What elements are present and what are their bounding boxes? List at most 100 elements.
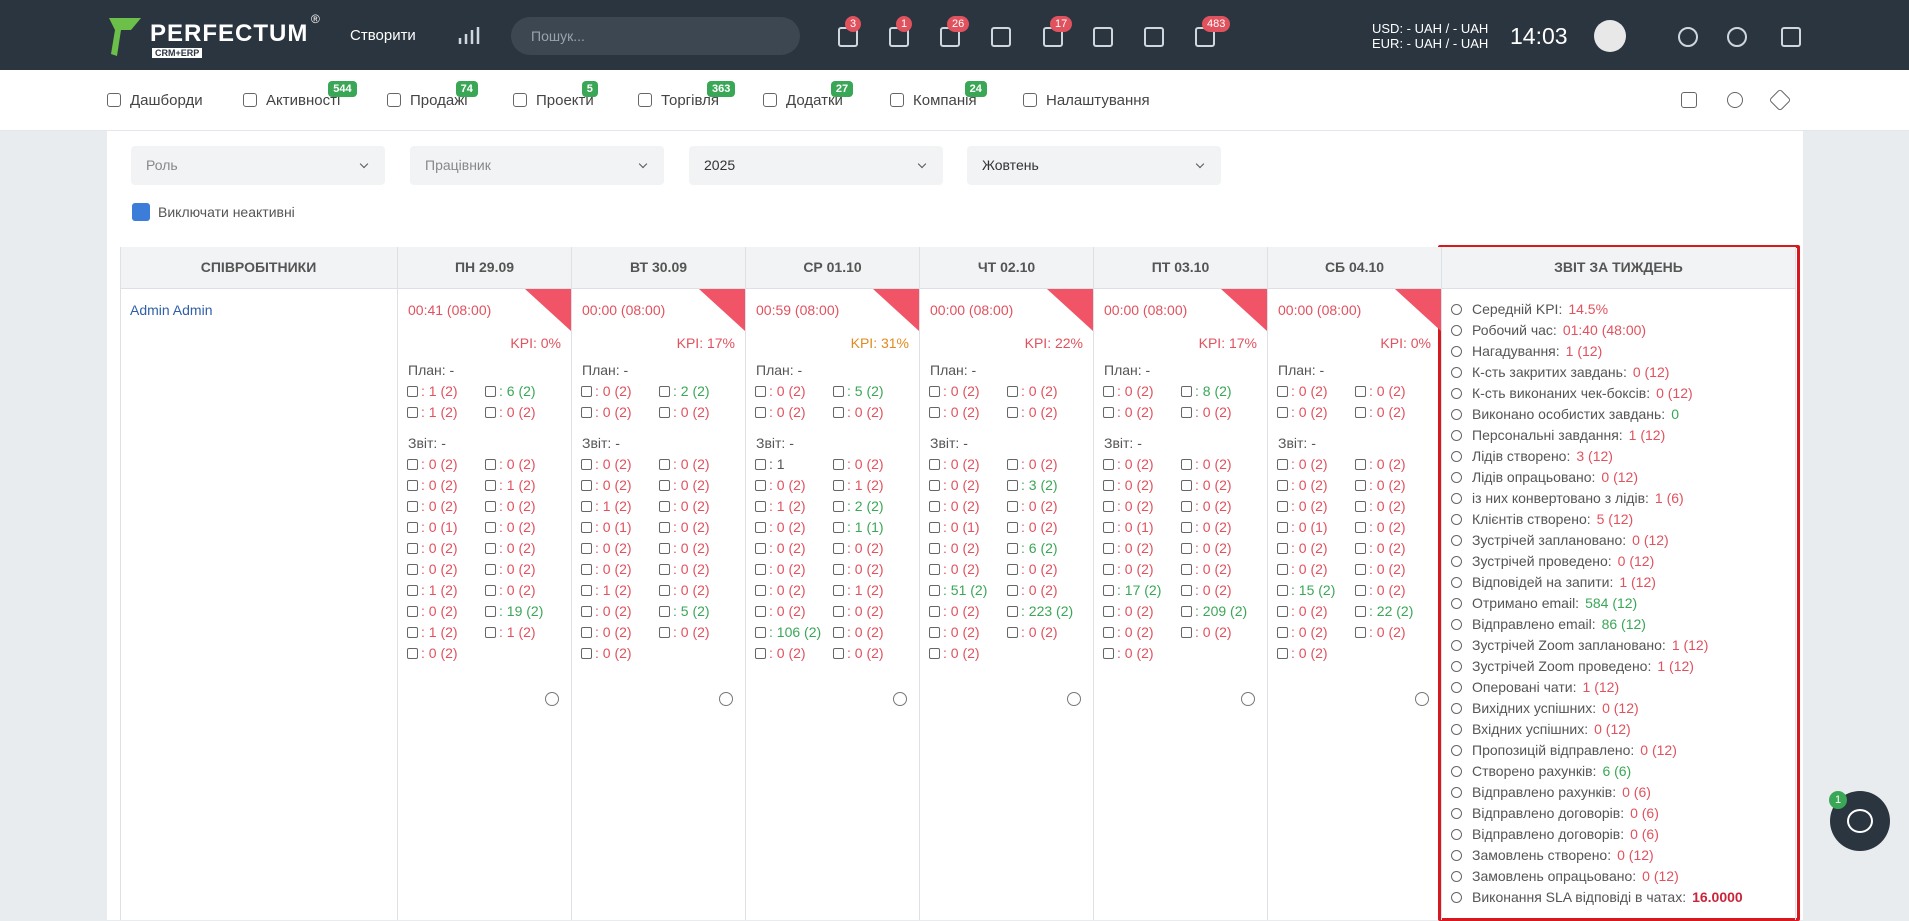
approve-icon[interactable] — [719, 692, 733, 706]
weekly-label: із них конвертовано з лідів: — [1472, 490, 1649, 506]
stat-item: : 0 (2) — [659, 540, 710, 556]
stat-item: : 0 (2) — [929, 624, 980, 640]
stat-item: : 0 (2) — [1181, 519, 1232, 535]
nav-item[interactable]: Додатки — [786, 92, 843, 109]
approve-icon[interactable] — [1241, 692, 1255, 706]
stat-item: : 15 (2) — [1277, 582, 1335, 598]
nav-item[interactable]: Торгівля — [661, 92, 719, 109]
stat-item: : 0 (2) — [1103, 477, 1154, 493]
weekly-label: Нагадування: — [1472, 343, 1560, 359]
nav-item[interactable]: Налаштування — [1046, 92, 1150, 109]
chat-icon — [1847, 809, 1873, 833]
weekly-value: 1 (12) — [1565, 343, 1603, 359]
nav-item[interactable]: Проекти — [536, 92, 594, 109]
filter-select[interactable]: Працівник — [410, 146, 664, 185]
stat-item: : 0 (2) — [1355, 624, 1406, 640]
nav-item[interactable]: Дашборди — [130, 92, 203, 109]
stat-item: : 0 (2) — [1103, 456, 1154, 472]
stat-item: : 0 (2) — [581, 456, 632, 472]
nav-item[interactable]: Продажі — [410, 92, 468, 109]
weekly-value: 5 (12) — [1596, 511, 1634, 527]
approve-icon[interactable] — [545, 692, 559, 706]
weekly-value: 0 (12) — [1594, 721, 1631, 737]
day-corner — [1047, 289, 1093, 331]
filter-select[interactable]: 2025 — [689, 146, 943, 185]
weekly-value: 0 (12) — [1642, 868, 1679, 884]
day-corner — [1221, 289, 1267, 331]
column-divider — [745, 247, 746, 920]
fire-icon[interactable] — [1727, 92, 1743, 108]
search-box[interactable]: Пошук... — [511, 17, 800, 55]
stat-item: : 0 (2) — [833, 624, 884, 640]
stat-item: : 5 (2) — [833, 383, 884, 399]
column-divider — [120, 247, 121, 920]
nav-item[interactable]: Компанія — [913, 92, 977, 109]
report-label: Звіт: - — [930, 435, 968, 451]
header-icon[interactable] — [1144, 27, 1164, 47]
nav-icon — [243, 93, 257, 107]
stat-item: : 0 (2) — [1355, 561, 1406, 577]
report-label: Звіт: - — [1278, 435, 1316, 451]
approve-icon[interactable] — [1415, 692, 1429, 706]
notification-badge: 17 — [1050, 16, 1073, 32]
weekly-value: 0 (6) — [1630, 805, 1659, 821]
create-menu[interactable]: Створити — [350, 27, 416, 44]
stat-item: : 0 (2) — [659, 519, 710, 535]
weekly-label: Виконано особистих завдань: — [1472, 406, 1666, 422]
chat-badge: 1 — [1829, 791, 1847, 809]
stat-item: : 1 (2) — [581, 498, 632, 514]
filter-select[interactable]: Жовтень — [967, 146, 1221, 185]
weekly-value: 0 (12) — [1602, 700, 1639, 716]
kpi: KPI: 17% — [1198, 335, 1257, 351]
power-icon[interactable] — [1678, 27, 1698, 47]
nav-badge: 24 — [964, 81, 987, 97]
stat-item: : 22 (2) — [1355, 603, 1413, 619]
stat-item: : 0 (2) — [1277, 561, 1328, 577]
checkbox[interactable] — [132, 203, 150, 221]
help-icon[interactable] — [1727, 27, 1747, 47]
plan-label: План: - — [582, 362, 629, 378]
stat-item: : 17 (2) — [1103, 582, 1161, 598]
day-header: ПТ 03.10 — [1094, 247, 1267, 289]
weekly-value: 0 (12) — [1601, 469, 1638, 485]
weekly-row: Оперовані чати: 1 (12) — [1451, 679, 1619, 695]
stat-item: : 0 (2) — [1277, 603, 1328, 619]
weekly-row: Робочий час: 01:40 (48:00) — [1451, 322, 1646, 338]
stat-item: : 2 (2) — [833, 498, 884, 514]
stats-icon[interactable] — [458, 26, 480, 46]
approve-icon[interactable] — [893, 692, 907, 706]
approve-icon[interactable] — [1067, 692, 1081, 706]
stat-item: : 0 (2) — [1355, 404, 1406, 420]
star-icon[interactable] — [1768, 88, 1792, 112]
stat-item: : 0 (2) — [581, 404, 632, 420]
stat-item: : 0 (2) — [659, 477, 710, 493]
work-time: 00:00 (08:00) — [582, 302, 666, 318]
header-icon[interactable] — [991, 27, 1011, 47]
stat-item: : 6 (2) — [485, 383, 536, 399]
stat-item: : 0 (2) — [581, 561, 632, 577]
stat-item: : 0 (2) — [1277, 477, 1328, 493]
nav-icon — [763, 93, 777, 107]
weekly-label: Персональні завдання: — [1472, 427, 1623, 443]
stat-item: : 0 (2) — [1355, 540, 1406, 556]
stat-item: : 0 (2) — [755, 540, 806, 556]
header-icon[interactable] — [1093, 27, 1113, 47]
layers-icon[interactable] — [1681, 92, 1697, 108]
stat-item: : 0 (2) — [929, 645, 980, 661]
work-time: 00:41 (08:00) — [408, 302, 492, 318]
stat-item: : 0 (2) — [833, 603, 884, 619]
filter-select[interactable]: Роль — [131, 146, 385, 185]
stat-item: : 0 (2) — [581, 477, 632, 493]
weekly-row: Середній KPI: 14.5% — [1451, 301, 1608, 317]
weekly-row: Замовлень створено: 0 (12) — [1451, 847, 1654, 863]
stat-item: : 0 (2) — [1007, 561, 1058, 577]
employee-name[interactable]: Admin Admin — [130, 302, 213, 318]
weekly-value: 1 (12) — [1619, 574, 1656, 590]
avatar[interactable] — [1594, 20, 1626, 52]
report-label: Звіт: - — [1104, 435, 1142, 451]
nav-item[interactable]: Активності — [266, 92, 341, 109]
stat-item: : 0 (2) — [407, 645, 458, 661]
nav-icon — [513, 93, 527, 107]
settings-icon[interactable] — [1781, 27, 1801, 47]
